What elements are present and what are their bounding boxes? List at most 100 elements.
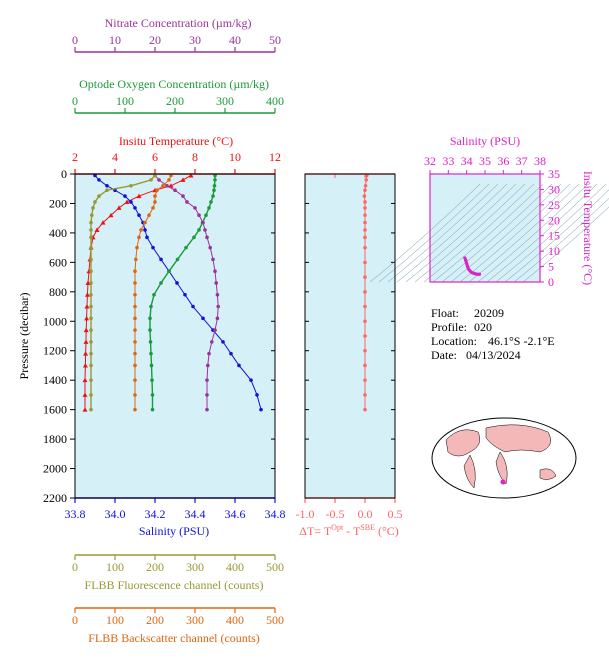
- ts-y-tick-label: 20: [548, 213, 560, 227]
- temperature-point: [82, 392, 88, 397]
- float-location-marker: [500, 479, 506, 485]
- backscatter-point: [153, 200, 157, 204]
- dt-point: [363, 407, 367, 412]
- ts-salinity-label: Salinity (PSU): [450, 134, 520, 148]
- salinity-point: [249, 378, 253, 382]
- ts-y-tick-label: 10: [548, 244, 560, 258]
- float-value: 20209: [474, 306, 504, 320]
- fluorescence-tick-label: 400: [226, 560, 244, 574]
- ts-x-tick-label: 36: [497, 154, 509, 168]
- fluorescence-point: [91, 206, 95, 210]
- oxygen-point: [197, 228, 201, 232]
- oxygen-tick-label: 200: [166, 94, 184, 108]
- oxygen-point: [152, 292, 156, 297]
- pressure-tick-label: 400: [49, 226, 67, 240]
- nitrate-tick-label: 50: [269, 33, 281, 47]
- backscatter-tick-label: 400: [226, 613, 244, 627]
- backscatter-tick-label: 200: [146, 613, 164, 627]
- location-label: Location:: [431, 334, 477, 348]
- temperature-tick-label: 4: [112, 150, 118, 164]
- salinity-tick-label: 34.2: [145, 507, 166, 521]
- pressure-tick-label: 1800: [43, 432, 67, 446]
- oxygen-tick-label: 400: [266, 94, 284, 108]
- nitrate-tick-label: 0: [72, 33, 78, 47]
- nitrate-axis-label: Nitrate Concentration (µm/kg): [105, 16, 252, 30]
- fluorescence-point: [89, 235, 93, 240]
- ts-point: [466, 267, 471, 271]
- dt-point: [363, 290, 367, 294]
- backscatter-point: [147, 213, 151, 218]
- temperature-point: [83, 351, 89, 356]
- oxygen-point: [204, 213, 208, 218]
- pressure-tick-label: 800: [49, 285, 67, 299]
- fluorescence-point: [90, 213, 94, 218]
- ts-density-contour: [423, 183, 535, 283]
- nitrate-point: [216, 304, 220, 309]
- temperature-point: [168, 183, 174, 188]
- nitrate-point: [197, 213, 201, 218]
- salinity-tick-label: 34.6: [225, 507, 246, 521]
- salinity-tick-label: 34.8: [265, 507, 286, 521]
- date-value: 04/13/2024: [466, 348, 521, 362]
- dt-point: [365, 173, 369, 178]
- temperature-point: [82, 377, 88, 383]
- temperature-point: [124, 199, 130, 204]
- oxygen-point: [184, 245, 188, 250]
- nitrate-point: [157, 178, 161, 182]
- dt-point: [363, 319, 367, 324]
- temperature-point: [83, 327, 89, 333]
- temperature-point: [108, 212, 114, 218]
- fluorescence-point: [153, 173, 157, 178]
- temperature-point: [84, 304, 90, 309]
- backscatter-point: [161, 183, 165, 188]
- ts-y-tick-label: 25: [548, 198, 560, 212]
- dt-point: [363, 220, 367, 225]
- temperature-point: [83, 339, 89, 344]
- dt-tick-label: -1.0: [296, 507, 315, 521]
- dt-point: [363, 393, 367, 397]
- salinity-point: [123, 194, 127, 198]
- ts-x-tick-label: 37: [516, 154, 528, 168]
- backscatter-point: [133, 292, 137, 297]
- main-frame: [74, 173, 276, 499]
- oxygen-tick-label: 300: [216, 94, 234, 108]
- dt-point: [364, 178, 369, 182]
- nitrate-point: [205, 378, 209, 382]
- nitrate-point: [205, 393, 209, 397]
- dt-point: [363, 260, 367, 265]
- temperature-tick-label: 2: [72, 150, 78, 164]
- nitrate-point: [181, 194, 185, 198]
- backscatter-point: [133, 281, 137, 285]
- fluorescence-point: [89, 393, 93, 397]
- backscatter-point: [133, 269, 137, 274]
- oxygen-point: [167, 269, 171, 274]
- fluorescence-point: [89, 220, 93, 225]
- temperature-point: [94, 227, 100, 232]
- fluorescence-point: [89, 292, 93, 297]
- fluorescence-point: [89, 351, 93, 356]
- ts-point: [465, 264, 470, 269]
- salinity-point: [259, 407, 263, 412]
- ts-density-contour: [522, 206, 609, 283]
- temperature-tick-label: 6: [152, 150, 158, 164]
- pressure-tick-label: 0: [61, 167, 67, 181]
- dt-point: [363, 213, 367, 218]
- profile-value: 020: [474, 320, 492, 334]
- salinity-point: [229, 351, 233, 356]
- world-map: [431, 417, 577, 499]
- oxygen-point: [149, 363, 154, 368]
- dt-point: [363, 188, 367, 192]
- salinity-tick-label: 33.8: [65, 507, 86, 521]
- nitrate-point: [206, 363, 210, 368]
- salinity-point: [175, 281, 179, 285]
- location-value: 46.1°S -2.1°E: [488, 334, 555, 348]
- float-label: Float:: [431, 306, 459, 320]
- salinity-point: [191, 304, 195, 309]
- oxygen-point: [209, 200, 213, 204]
- nitrate-point: [193, 206, 197, 210]
- ts-density-contour: [495, 183, 607, 283]
- oxygen-axis-label: Optode Oxygen Concentration (µm/kg): [79, 77, 269, 91]
- salinity-point: [105, 183, 109, 188]
- dt-point: [363, 334, 367, 338]
- dt-plot-area: [304, 173, 396, 499]
